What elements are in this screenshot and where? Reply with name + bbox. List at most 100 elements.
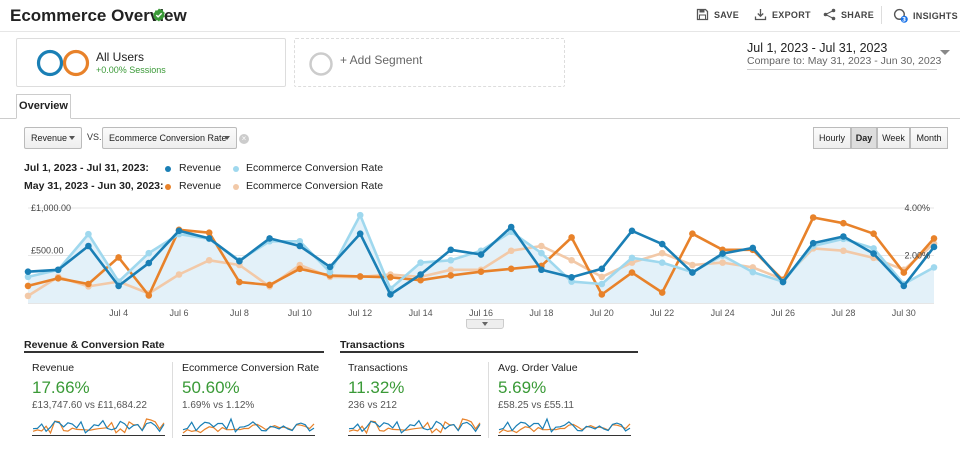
revenue-previous-point: [809, 214, 817, 221]
revenue-previous-point: [54, 275, 62, 282]
revenue-previous-point: [447, 272, 455, 279]
group-revenue-underline: [24, 351, 324, 353]
period-hourly-button[interactable]: Hourly: [813, 127, 851, 149]
group-transactions-underline: [340, 351, 638, 353]
revenue-previous-point: [598, 291, 606, 298]
revenue-current-point: [930, 243, 938, 251]
metric-name: Revenue: [32, 362, 75, 374]
legend-conversion-current-dot: [233, 166, 239, 172]
segment-all-users[interactable]: All Users +0.00% Sessions: [16, 38, 286, 87]
revenue-current-point: [870, 250, 877, 257]
x-tick-label: Jul 22: [650, 308, 674, 318]
conversion-previous-point: [24, 292, 32, 300]
revenue-previous-point: [568, 234, 575, 241]
legend-conversion-previous-dot: [233, 184, 239, 190]
add-segment-button[interactable]: + Add Segment: [294, 38, 565, 87]
revenue-current-point: [900, 282, 908, 290]
metric1-select[interactable]: Revenue: [24, 127, 82, 149]
revenue-current-point: [85, 242, 92, 250]
sparkline-current: [348, 419, 481, 434]
chevron-down-icon: [224, 136, 230, 140]
revenue-current-point: [54, 266, 62, 274]
revenue-previous-point: [417, 276, 424, 284]
share-label: SHARE: [841, 9, 875, 20]
metric2-select[interactable]: Ecommerce Conversion Rate: [102, 127, 237, 149]
revenue-previous-point: [236, 278, 243, 286]
metric-tile-avg-order-value[interactable]: Avg. Order Value 5.69% £58.25 vs £55.11: [498, 360, 648, 438]
save-button[interactable]: SAVE: [696, 8, 739, 21]
empty-segment-circle-icon: [309, 52, 333, 76]
segment-circles-icon: [36, 49, 90, 77]
metric-change: 5.69%: [498, 378, 547, 397]
conversion-previous-point: [507, 247, 515, 255]
metric-divider: [172, 362, 173, 438]
revenue-current-point: [749, 244, 757, 252]
period-day-button[interactable]: Day: [851, 127, 877, 149]
conversion-current-point: [870, 245, 877, 252]
revenue-current-point: [840, 233, 847, 240]
conversion-current-point: [447, 256, 455, 264]
legend-conversion-previous: Ecommerce Conversion Rate: [246, 180, 384, 192]
legend-revenue-current-dot: [165, 166, 171, 172]
metric-tile-revenue[interactable]: Revenue 17.66% £13,747.60 vs £11,684.22: [32, 360, 182, 438]
conversion-current-point: [658, 259, 666, 266]
tab-divider: [0, 118, 960, 119]
sparkline-current: [182, 417, 315, 433]
metric2-label: Ecommerce Conversion Rate: [109, 133, 227, 143]
collapse-chart-handle[interactable]: [466, 319, 504, 329]
revenue-previous-point: [387, 274, 394, 281]
metric-change: 11.32%: [348, 378, 405, 397]
revenue-current-point: [447, 246, 455, 254]
conversion-current-point: [417, 259, 424, 266]
conversion-current-point: [24, 273, 32, 281]
revenue-current-point: [387, 291, 394, 298]
compare-range: Compare to: May 31, 2023 - Jun 30, 2023: [747, 55, 942, 67]
avg-order-value-sparkline: [498, 417, 631, 436]
revenue-previous-point: [205, 229, 213, 236]
legend-revenue-current: Revenue: [179, 162, 222, 174]
revenue-current-point: [568, 274, 575, 281]
export-label: EXPORT: [772, 9, 811, 20]
revenue-current-point: [145, 259, 153, 267]
conversion-previous-point: [447, 266, 455, 274]
add-segment-label: + Add Segment: [340, 53, 423, 67]
x-tick-label: Jul 14: [409, 308, 433, 318]
revenue-current-point: [689, 269, 696, 276]
revenue-current-point: [205, 235, 213, 242]
revenue-current-point: [719, 250, 726, 257]
revenue-previous-point: [507, 265, 515, 273]
metric-comparison: £13,747.60 vs £11,684.22: [32, 400, 147, 411]
main-line-chart[interactable]: £1,000.00 £500.00 4.00% 2.00% Jul 4 Jul 6 Jul …: [0, 198, 960, 320]
date-range-picker[interactable]: Jul 1, 2023 - Jul 31, 2023: [747, 41, 888, 55]
legend-previous-range: May 31, 2023 - Jun 30, 2023:: [24, 180, 164, 192]
revenue-current-point: [538, 266, 545, 274]
conversion-rate-sparkline: [182, 417, 315, 436]
revenue-current-point: [115, 282, 122, 290]
conversion-previous-point: [205, 256, 213, 264]
remove-metric-icon[interactable]: ×: [239, 134, 249, 144]
export-icon: [754, 9, 767, 21]
revenue-current-point: [477, 251, 485, 258]
revenue-current-point: [24, 268, 32, 275]
legend-current-range: Jul 1, 2023 - Jul 31, 2023:: [24, 162, 149, 174]
metric1-label: Revenue: [31, 133, 68, 143]
insights-button[interactable]: 3 INSIGHTS: [893, 8, 958, 23]
metric-change: 50.60%: [182, 378, 240, 397]
metric-tile-transactions[interactable]: Transactions 11.32% 236 vs 212: [348, 360, 498, 438]
conversion-current-area: [28, 215, 934, 303]
transactions-sparkline: [348, 418, 481, 436]
period-week-button[interactable]: Week: [877, 127, 910, 149]
toolbar-divider: [881, 6, 882, 24]
share-button[interactable]: SHARE: [823, 8, 874, 21]
period-month-button[interactable]: Month: [910, 127, 948, 149]
date-range-dropdown-icon[interactable]: [940, 50, 950, 55]
metric-comparison: 1.69% vs 1.12%: [182, 400, 255, 411]
export-button[interactable]: EXPORT: [754, 8, 811, 21]
date-underline: [747, 69, 937, 70]
metric-tile-conversion-rate[interactable]: Ecommerce Conversion Rate 50.60% 1.69% v…: [182, 360, 332, 438]
vs-label: VS.: [87, 132, 102, 142]
revenue-previous-point: [24, 282, 32, 290]
tab-overview[interactable]: Overview: [16, 94, 71, 119]
revenue-current-point: [598, 265, 606, 273]
metric-comparison: 236 vs 212: [348, 400, 397, 411]
